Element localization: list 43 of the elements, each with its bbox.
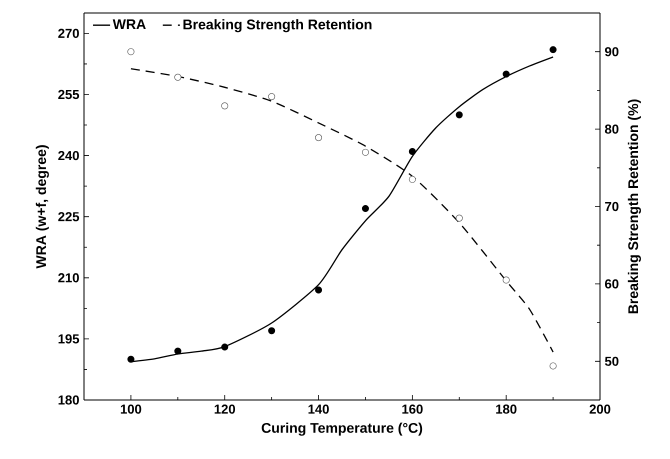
point <box>408 176 416 183</box>
y-tick-label: 240 <box>58 150 79 160</box>
y-tick-label: 225 <box>58 212 80 222</box>
legend-label: WRA <box>112 19 146 30</box>
y2-tick-label: 80 <box>604 124 618 134</box>
x-axis-title: Curing Temperature (°C) <box>262 422 422 436</box>
point <box>550 46 557 54</box>
x-tick-label: 120 <box>214 404 236 414</box>
point <box>221 102 228 110</box>
point <box>550 362 557 370</box>
y-tick-label: 195 <box>58 334 80 344</box>
y2-tick-label: 60 <box>605 279 618 289</box>
point <box>408 148 416 156</box>
y-tick-label: 255 <box>58 90 80 100</box>
y-tick-label: 270 <box>58 28 79 38</box>
point <box>127 356 134 363</box>
point <box>268 327 276 334</box>
x-tick-label: 180 <box>496 404 516 414</box>
x-tick-label: 160 <box>402 404 423 414</box>
point <box>315 286 322 294</box>
legend-label: Breaking Strength Retention <box>183 19 372 32</box>
x-tick-label: 200 <box>590 404 610 414</box>
y-axis-title: WRA (w+f, degree) <box>36 145 49 269</box>
point <box>127 48 134 56</box>
y2-tick-label: 50 <box>604 356 618 366</box>
point <box>502 70 510 78</box>
point <box>456 111 463 118</box>
point <box>174 348 182 355</box>
y-tick-label: 180 <box>58 395 79 405</box>
point <box>268 93 276 100</box>
y-tick-label: 210 <box>58 273 79 282</box>
y2-tick-label: 70 <box>605 202 618 212</box>
y2-tick-label: 90 <box>604 47 618 56</box>
point <box>456 214 463 222</box>
point <box>221 344 228 351</box>
x-tick-label: 100 <box>120 404 142 414</box>
point <box>502 276 510 284</box>
y2-axis-title: Breaking Strength Retention (%) <box>628 99 641 314</box>
point <box>315 134 322 142</box>
point <box>174 74 182 81</box>
point <box>362 205 369 212</box>
point <box>362 148 369 156</box>
x-tick-label: 140 <box>308 404 329 414</box>
